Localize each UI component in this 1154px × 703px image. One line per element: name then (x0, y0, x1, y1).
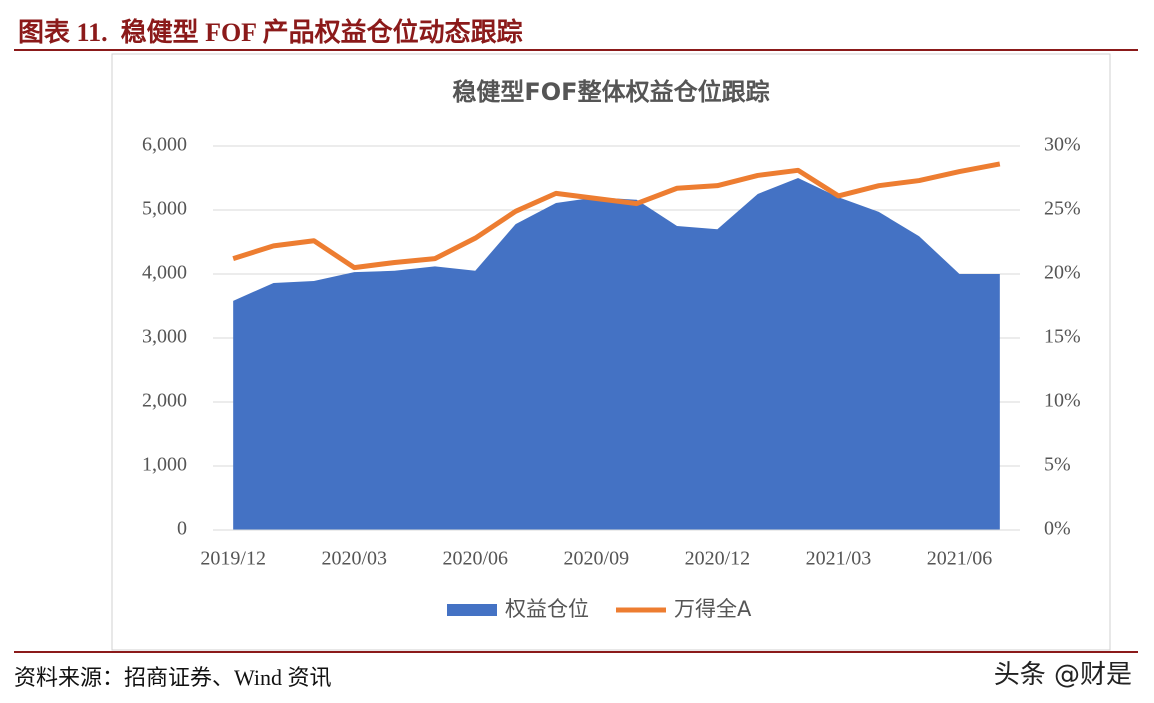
legend-label: 权益仓位 (505, 597, 589, 621)
watermark: 头条 @财是 (993, 660, 1132, 690)
x-tick-label: 2021/06 (927, 548, 993, 570)
line (232, 161, 1001, 271)
chart-title: 稳健型FOF整体权益仓位跟踪 (452, 78, 769, 106)
y-tick-label: 5,000 (142, 198, 187, 220)
y2-tick-label: 20% (1044, 262, 1081, 284)
x-tick-label: 2020/06 (442, 548, 508, 570)
y-tick-label: 4,000 (142, 262, 187, 284)
y-tick-label: 6,000 (142, 134, 187, 156)
x-tick-label: 2020/12 (685, 548, 751, 570)
y2-tick-label: 0% (1044, 518, 1071, 540)
y2-tick-label: 30% (1044, 134, 1081, 156)
x-tick-label: 2021/03 (806, 548, 872, 570)
y2-tick-label: 15% (1044, 326, 1081, 348)
source-note: 资料来源：招商证券、Wind 资讯 (14, 665, 332, 690)
y2-tick-label: 5% (1044, 454, 1071, 476)
figure-title: 图表 11. 稳健型 FOF 产品权益仓位动态跟踪 (18, 18, 523, 47)
y2-tick-label: 25% (1044, 198, 1081, 220)
y-tick-label: 3,000 (142, 326, 187, 348)
y-tick-label: 2,000 (142, 390, 187, 412)
y-tick-label: 1,000 (142, 454, 187, 476)
legend-label: 万得全A (674, 597, 752, 621)
y-tick-label: 0 (177, 518, 187, 540)
x-tick-label: 2020/03 (321, 548, 387, 570)
x-tick-label: 2020/09 (564, 548, 630, 570)
legend-swatch (447, 604, 497, 616)
y2-tick-label: 10% (1044, 390, 1081, 412)
area (233, 178, 1000, 530)
x-tick-label: 2019/12 (200, 548, 266, 570)
